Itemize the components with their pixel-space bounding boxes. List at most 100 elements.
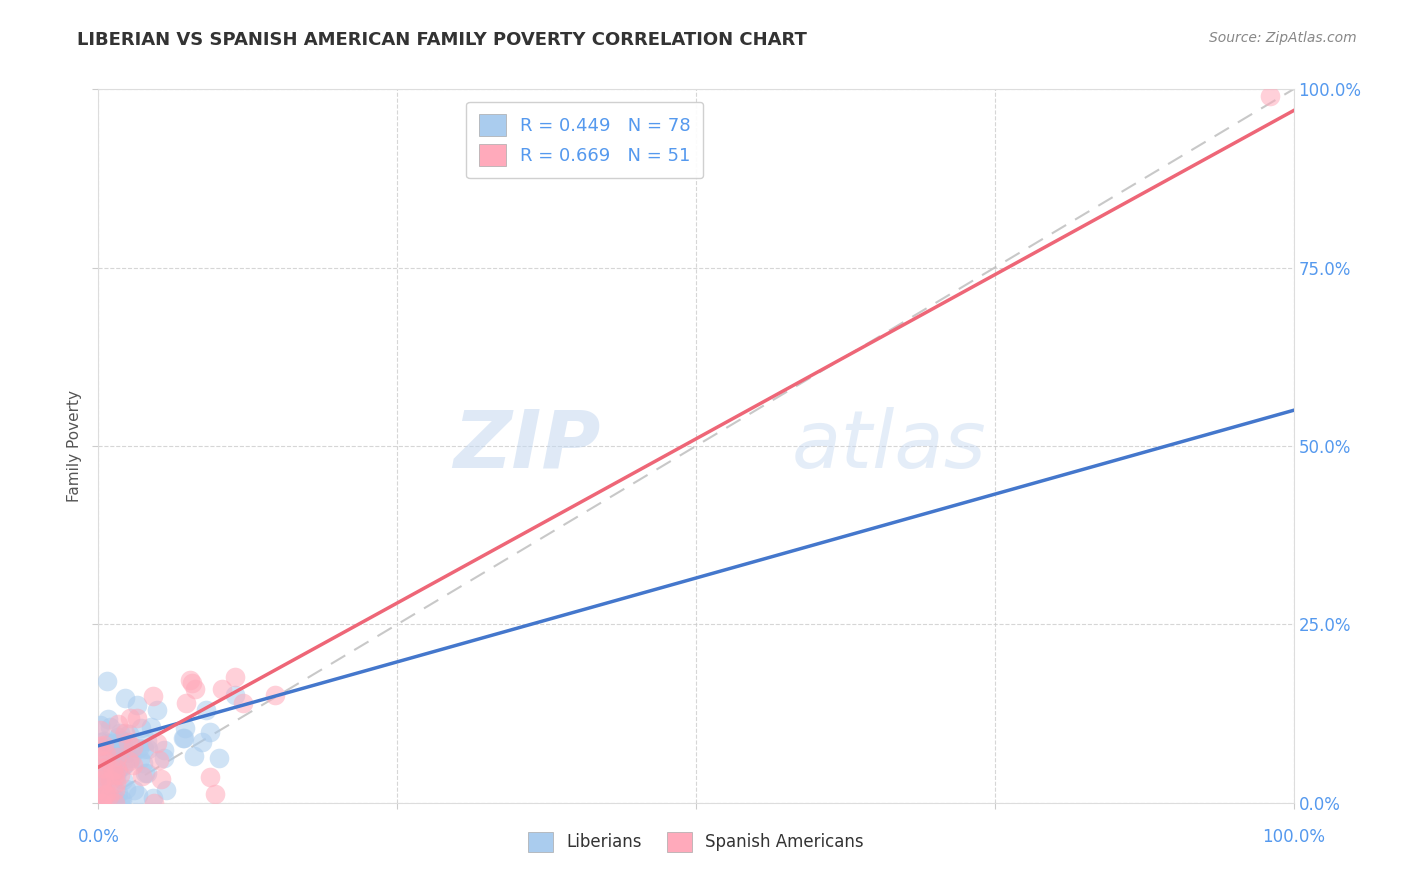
Point — [129, 721, 152, 735]
Point — [89, 768, 111, 782]
Point — [98, 773, 121, 788]
Point — [97, 789, 120, 803]
Point — [148, 754, 170, 768]
Point — [89, 723, 111, 738]
Point — [107, 740, 129, 755]
Point — [135, 733, 157, 747]
Point — [90, 778, 112, 792]
Point — [136, 766, 159, 780]
Point — [146, 736, 169, 750]
Text: LIBERIAN VS SPANISH AMERICAN FAMILY POVERTY CORRELATION CHART: LIBERIAN VS SPANISH AMERICAN FAMILY POVE… — [77, 31, 807, 49]
Point — [91, 760, 114, 774]
Point — [120, 751, 142, 765]
Point — [194, 703, 217, 717]
Point — [104, 768, 127, 782]
Point — [200, 771, 222, 785]
Point — [90, 796, 112, 810]
Point — [90, 773, 112, 788]
Point — [124, 783, 146, 797]
Point — [191, 735, 214, 749]
Point — [108, 796, 131, 810]
Point — [110, 733, 132, 747]
Point — [104, 770, 127, 784]
Point — [111, 744, 134, 758]
Point — [98, 792, 121, 806]
Point — [93, 761, 115, 775]
Point — [100, 756, 122, 770]
Point — [174, 696, 197, 710]
Point — [89, 744, 111, 758]
Point — [97, 754, 120, 768]
Point — [104, 783, 127, 797]
Point — [128, 741, 150, 756]
Point — [89, 718, 111, 732]
Point — [150, 772, 173, 787]
Point — [100, 736, 122, 750]
Point — [131, 770, 153, 784]
Point — [103, 767, 125, 781]
Legend: Liberians, Spanish Americans: Liberians, Spanish Americans — [522, 825, 870, 859]
Point — [93, 734, 115, 748]
Point — [112, 759, 135, 773]
Point — [179, 673, 201, 688]
Point — [152, 742, 174, 756]
Point — [114, 726, 136, 740]
Point — [121, 758, 143, 772]
Point — [91, 790, 114, 805]
Point — [114, 745, 136, 759]
Point — [198, 724, 221, 739]
Point — [94, 796, 117, 810]
Point — [94, 755, 117, 769]
Point — [125, 698, 148, 712]
Point — [115, 746, 138, 760]
Point — [108, 768, 131, 782]
Point — [94, 787, 117, 801]
Point — [211, 682, 233, 697]
Point — [142, 790, 165, 805]
Point — [90, 791, 112, 805]
Point — [146, 703, 169, 717]
Point — [118, 711, 141, 725]
Point — [94, 789, 117, 803]
Point — [173, 721, 195, 735]
Point — [134, 766, 156, 780]
Point — [128, 752, 150, 766]
Point — [100, 795, 122, 809]
Point — [101, 778, 124, 792]
Point — [1258, 89, 1281, 103]
Point — [132, 742, 155, 756]
Point — [224, 670, 246, 684]
Point — [117, 735, 139, 749]
Point — [111, 735, 134, 749]
Text: 0.0%: 0.0% — [77, 828, 120, 846]
Point — [118, 727, 141, 741]
Point — [139, 720, 162, 734]
Point — [118, 754, 141, 768]
Point — [98, 720, 121, 734]
Point — [104, 792, 127, 806]
Point — [142, 690, 165, 704]
Point — [107, 717, 129, 731]
Point — [173, 731, 195, 745]
Point — [89, 739, 111, 753]
Point — [207, 750, 229, 764]
Point — [96, 736, 118, 750]
Point — [153, 750, 176, 764]
Point — [125, 711, 148, 725]
Point — [122, 739, 145, 754]
Point — [204, 787, 226, 801]
Point — [90, 778, 112, 792]
Point — [104, 764, 127, 778]
Point — [127, 788, 149, 802]
Point — [107, 763, 129, 777]
Point — [224, 688, 246, 702]
Point — [97, 712, 120, 726]
Point — [120, 739, 142, 754]
Point — [110, 796, 132, 810]
Point — [110, 734, 132, 748]
Point — [107, 786, 129, 800]
Point — [90, 735, 112, 749]
Point — [132, 756, 155, 771]
Point — [183, 749, 205, 764]
Text: ZIP: ZIP — [453, 407, 600, 485]
